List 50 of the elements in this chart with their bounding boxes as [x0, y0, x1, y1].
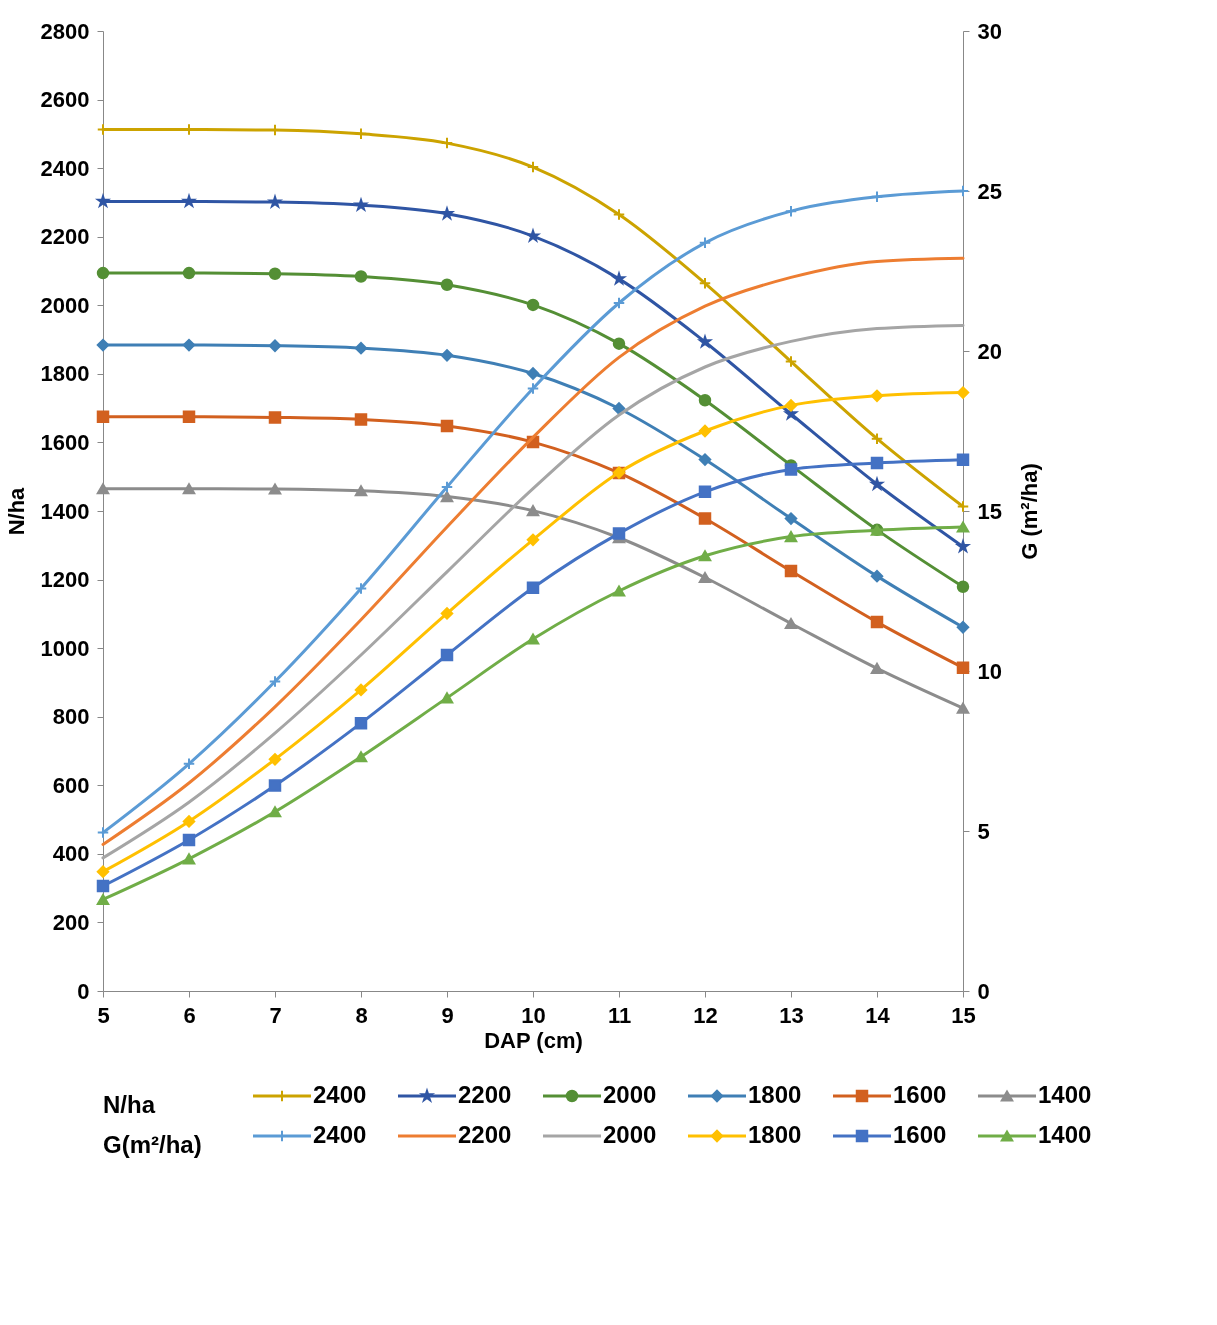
legend-label: 1800 [748, 1121, 802, 1148]
text: G(m²/ha) [103, 1131, 202, 1158]
legend-label: 2000 [603, 1121, 657, 1148]
x-tick-label: 15 [951, 1002, 976, 1028]
legend-label: 2400 [313, 1121, 367, 1148]
y-axis-title: N/ha [3, 486, 29, 536]
x-tick-label: 7 [269, 1002, 282, 1028]
legend-label: 1400 [1038, 1121, 1092, 1148]
text: N/ha [103, 1091, 156, 1118]
legend-label: 2200 [458, 1121, 512, 1148]
x-tick-label: 13 [779, 1002, 804, 1028]
y-tick-label: 1800 [40, 361, 90, 387]
y-tick-label: 600 [52, 772, 90, 798]
y-tick-label: 1600 [40, 429, 90, 455]
y-tick-label: 800 [52, 704, 90, 730]
legend-label: 2000 [603, 1081, 657, 1108]
y2-tick-label: 0 [977, 978, 990, 1004]
y-tick-label: 200 [52, 909, 90, 935]
x-tick-label: 14 [865, 1002, 891, 1028]
y-tick-label: 2600 [40, 87, 90, 113]
y-tick-label: 0 [77, 978, 90, 1004]
y-tick-label: 2000 [40, 292, 90, 318]
y2-tick-label: 15 [977, 498, 1002, 524]
y-tick-label: 400 [52, 841, 90, 867]
y2-tick-label: 20 [977, 338, 1002, 364]
y2-tick-label: 5 [977, 818, 990, 844]
y-tick-label: 1000 [40, 635, 90, 661]
legend-label: 1400 [1038, 1081, 1092, 1108]
y-tick-label: 1200 [40, 567, 90, 593]
x-axis-title: DAP (cm) [484, 1027, 583, 1053]
y-tick-label: 2800 [40, 18, 90, 44]
x-tick-label: 9 [441, 1002, 454, 1028]
x-tick-label: 12 [693, 1002, 718, 1028]
y-tick-label: 2200 [40, 224, 90, 250]
y-tick-label: 1400 [40, 498, 90, 524]
y-tick-label: 2400 [40, 155, 90, 181]
x-tick-label: 5 [97, 1002, 110, 1028]
y2-tick-label: 30 [977, 18, 1002, 44]
x-tick-label: 8 [355, 1002, 368, 1028]
legend-label: 2400 [313, 1081, 367, 1108]
y2-tick-label: 10 [977, 658, 1002, 684]
legend-label: 1800 [748, 1081, 802, 1108]
legend-label: 1600 [893, 1081, 947, 1108]
legend-label: 2200 [458, 1081, 512, 1108]
y2-axis-title: G (m²/ha) [1016, 463, 1042, 560]
x-tick-label: 11 [607, 1002, 632, 1028]
y2-tick-label: 25 [977, 178, 1002, 204]
legend-label: 1600 [893, 1121, 947, 1148]
x-tick-label: 10 [521, 1002, 546, 1028]
x-tick-label: 6 [183, 1002, 196, 1028]
